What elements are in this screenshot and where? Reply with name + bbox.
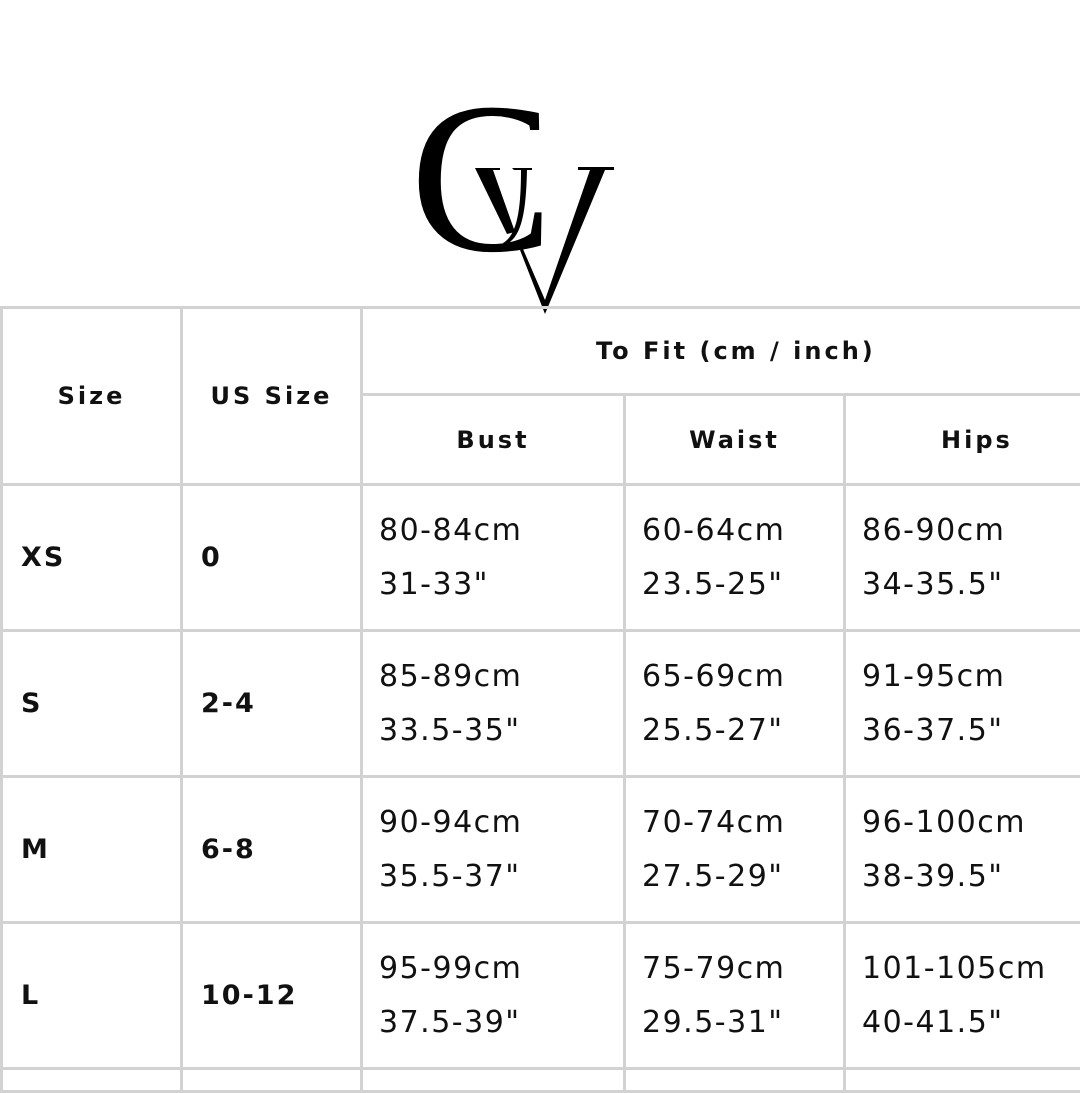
waist-cm: 60-64cm bbox=[642, 504, 843, 558]
hips-cm: 86-90cm bbox=[862, 504, 1080, 558]
header-hips: Hips bbox=[845, 395, 1080, 485]
us-size-cell: 0 bbox=[182, 485, 362, 631]
header-us-size: US Size bbox=[182, 308, 362, 485]
bust-in: 33.5-35" bbox=[379, 704, 623, 758]
bust-in: 37.5-39" bbox=[379, 996, 623, 1050]
size-cell: M bbox=[2, 777, 182, 923]
waist-in: 25.5-27" bbox=[642, 704, 843, 758]
waist-cm: 75-79cm bbox=[642, 942, 843, 996]
logo-letter-c: C bbox=[410, 85, 553, 297]
header-to-fit: To Fit (cm / inch) bbox=[362, 308, 1080, 395]
bust-cm: 90-94cm bbox=[379, 796, 623, 850]
waist-cm: 65-69cm bbox=[642, 650, 843, 704]
waist-in: 29.5-31" bbox=[642, 996, 843, 1050]
hips-cm: 91-95cm bbox=[862, 650, 1080, 704]
hips-cm: 96-100cm bbox=[862, 796, 1080, 850]
brand-logo: C bbox=[400, 85, 640, 320]
us-size-cell: 2-4 bbox=[182, 631, 362, 777]
size-cell: L bbox=[2, 923, 182, 1069]
hips-in: 34-35.5" bbox=[862, 558, 1080, 612]
header-bust: Bust bbox=[362, 395, 625, 485]
header-waist: Waist bbox=[625, 395, 845, 485]
bust-cm: 95-99cm bbox=[379, 942, 623, 996]
hips-in: 40-41.5" bbox=[862, 996, 1080, 1050]
waist-in: 23.5-25" bbox=[642, 558, 843, 612]
hips-cm: 101-105cm bbox=[862, 942, 1080, 996]
waist-in: 27.5-29" bbox=[642, 850, 843, 904]
bust-cm: 85-89cm bbox=[379, 650, 623, 704]
header-size: Size bbox=[2, 308, 182, 485]
table-row-partial bbox=[2, 1069, 1080, 1092]
size-cell: S bbox=[2, 631, 182, 777]
waist-cm: 70-74cm bbox=[642, 796, 843, 850]
hips-in: 36-37.5" bbox=[862, 704, 1080, 758]
us-size-cell: 6-8 bbox=[182, 777, 362, 923]
size-chart-table: Size US Size To Fit (cm / inch) Bust Wai… bbox=[0, 306, 1080, 1093]
size-cell: XS bbox=[2, 485, 182, 631]
bust-cm: 80-84cm bbox=[379, 504, 623, 558]
hips-in: 38-39.5" bbox=[862, 850, 1080, 904]
us-size-cell: 10-12 bbox=[182, 923, 362, 1069]
bust-in: 31-33" bbox=[379, 558, 623, 612]
bust-in: 35.5-37" bbox=[379, 850, 623, 904]
